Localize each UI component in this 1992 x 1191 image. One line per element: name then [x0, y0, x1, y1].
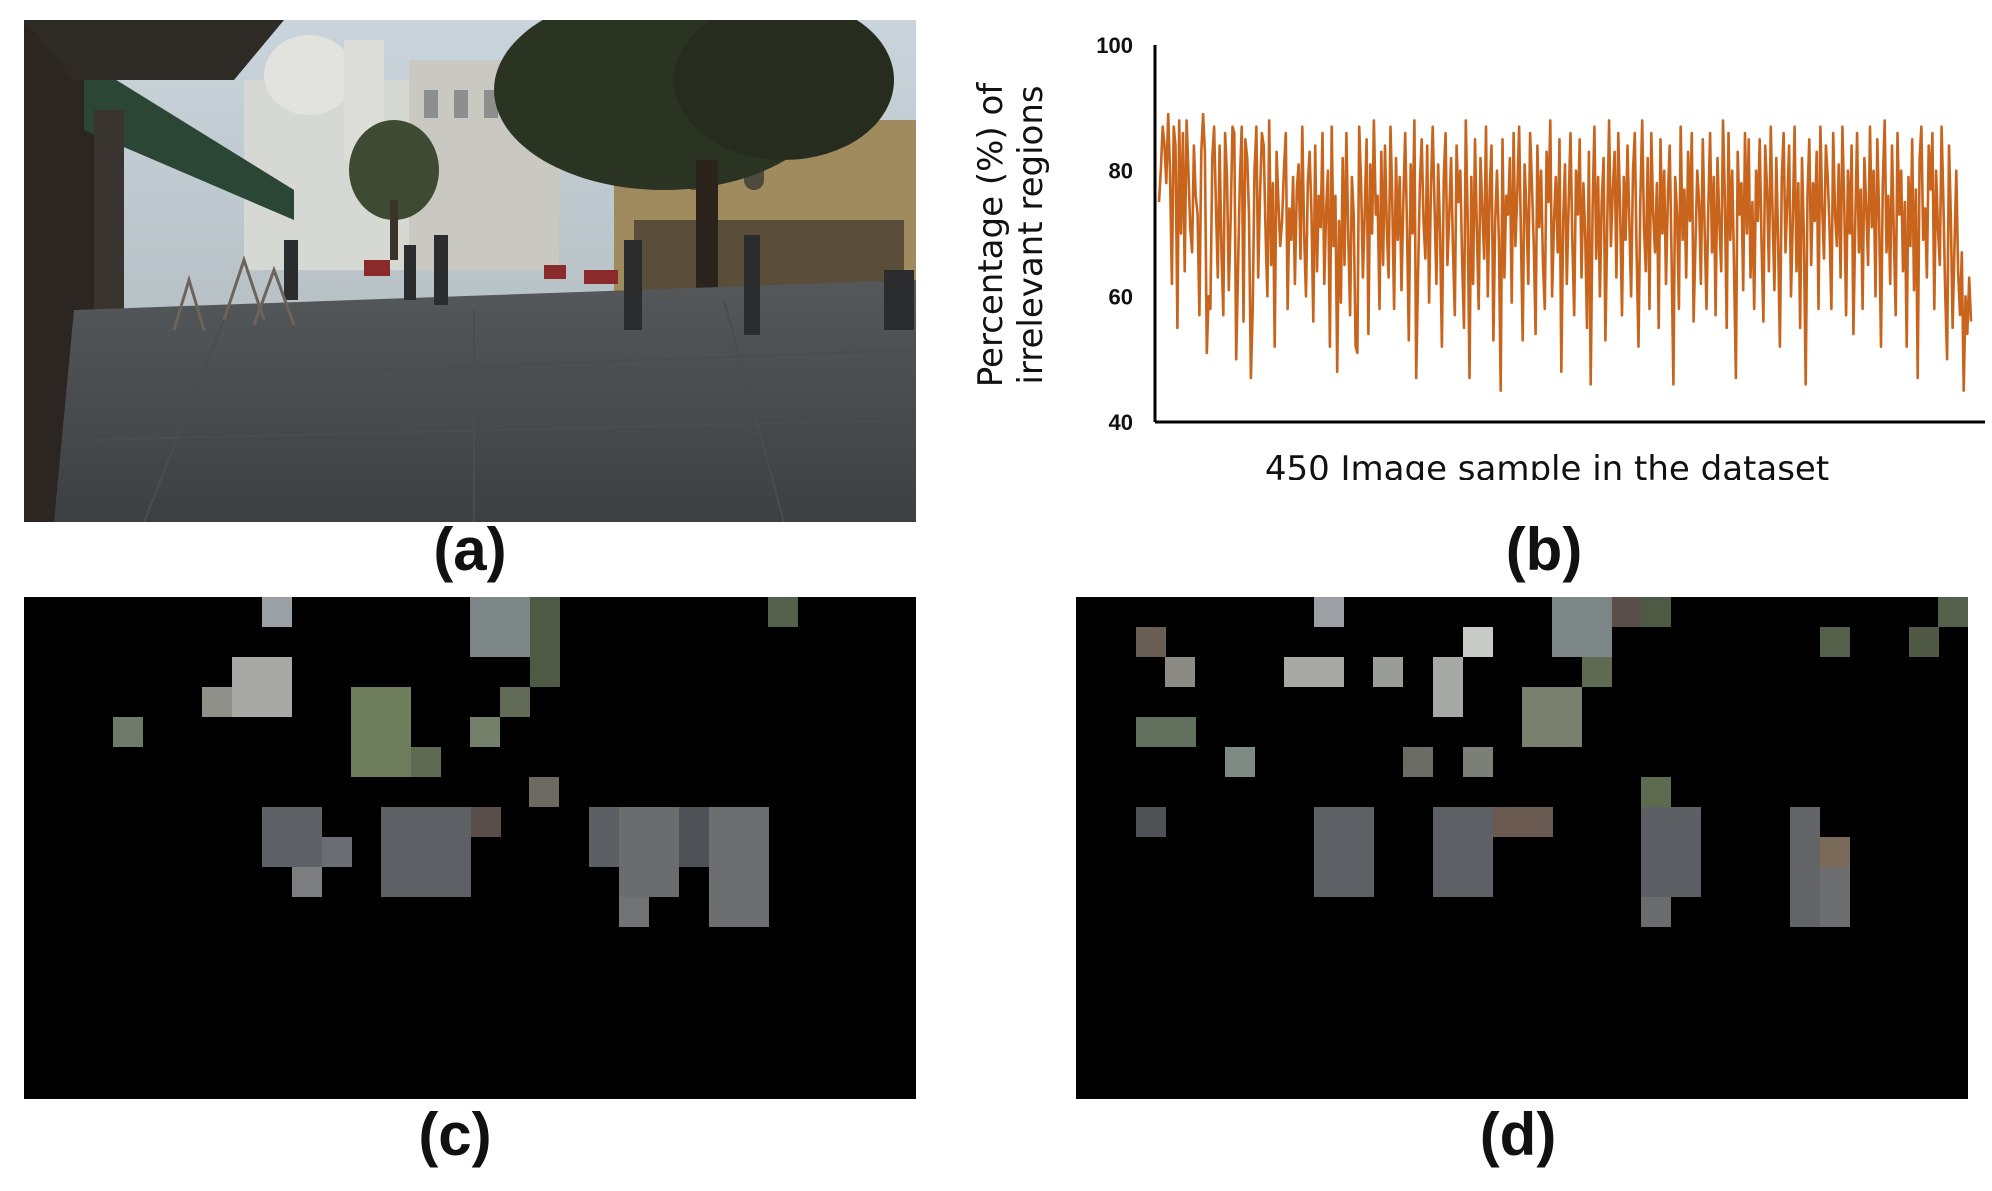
caption-b: (b): [1505, 516, 1583, 583]
street-scene-illustration: [24, 20, 916, 522]
y-tick-label-100: 100: [1096, 33, 1133, 58]
caption-a: (a): [433, 516, 507, 583]
caption-c: (c): [418, 1101, 492, 1168]
y-tick-label-40: 40: [1109, 410, 1133, 435]
photo-original-street-scene: [24, 20, 916, 522]
y-axis-label-line-1: Percentage (%) of: [971, 82, 1011, 388]
visible-patch-group: [1136, 597, 1968, 927]
photo-masked-regions-c: [24, 597, 916, 1099]
masked-patches-c: [113, 597, 798, 927]
masked-patches-d: [1136, 597, 1968, 927]
photo-masked-regions-d: [1076, 597, 1968, 1099]
y-tick-label-80: 80: [1109, 159, 1133, 184]
line-chart: 40 60 80 100 Percentage (%) of irrelevant r…: [971, 33, 1985, 480]
y-tick-label-60: 60: [1109, 284, 1133, 309]
caption-d: (d): [1479, 1101, 1557, 1168]
y-axis-label-line-2: irrelevant regions: [1011, 85, 1051, 384]
y-tick-labels: 40 60 80 100: [1096, 33, 1133, 435]
visible-patch-group: [113, 597, 798, 927]
series-line: [1157, 112, 1973, 392]
x-axis-label: 450 Image sample in the dataset: [1265, 449, 1829, 480]
